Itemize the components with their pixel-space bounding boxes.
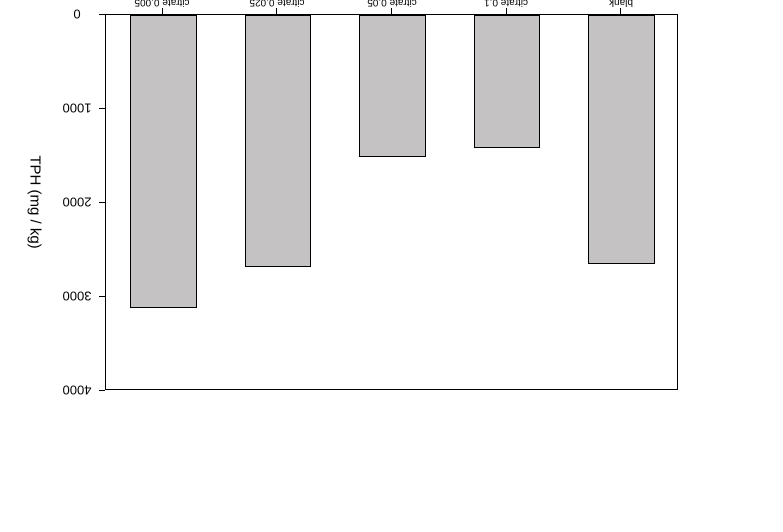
- bar: [474, 15, 540, 148]
- y-tick-mark: [99, 202, 105, 203]
- x-tick-mark: [620, 8, 621, 14]
- y-tick-label: 3000: [63, 289, 92, 304]
- bar: [359, 15, 425, 157]
- chart-container: TPH (mg / kg) blank citrate 0.1 citrate 0.…: [0, 0, 783, 532]
- y-axis-label: TPH (mg / kg): [27, 155, 44, 248]
- y-tick-mark: [99, 14, 105, 15]
- x-tick-mark: [391, 8, 392, 14]
- bar: [588, 15, 654, 264]
- category-label: citrate 0.005: [135, 0, 190, 8]
- y-tick-mark: [99, 296, 105, 297]
- plot-area: [105, 14, 678, 390]
- y-tick-label: 2000: [63, 195, 92, 210]
- y-tick-mark: [99, 108, 105, 109]
- x-tick-mark: [276, 8, 277, 14]
- category-label: blank: [609, 0, 633, 8]
- bar: [130, 15, 196, 308]
- x-tick-mark: [162, 8, 163, 14]
- category-label: citrate 0.025: [249, 0, 304, 8]
- y-tick-label: 0: [73, 7, 80, 22]
- bar: [245, 15, 311, 267]
- y-tick-label: 1000: [63, 101, 92, 116]
- category-label: citrate 0.05: [367, 0, 416, 8]
- x-tick-mark: [506, 8, 507, 14]
- y-tick-label: 4000: [63, 383, 92, 398]
- y-tick-mark: [99, 390, 105, 391]
- category-label: citrate 0.1: [484, 0, 528, 8]
